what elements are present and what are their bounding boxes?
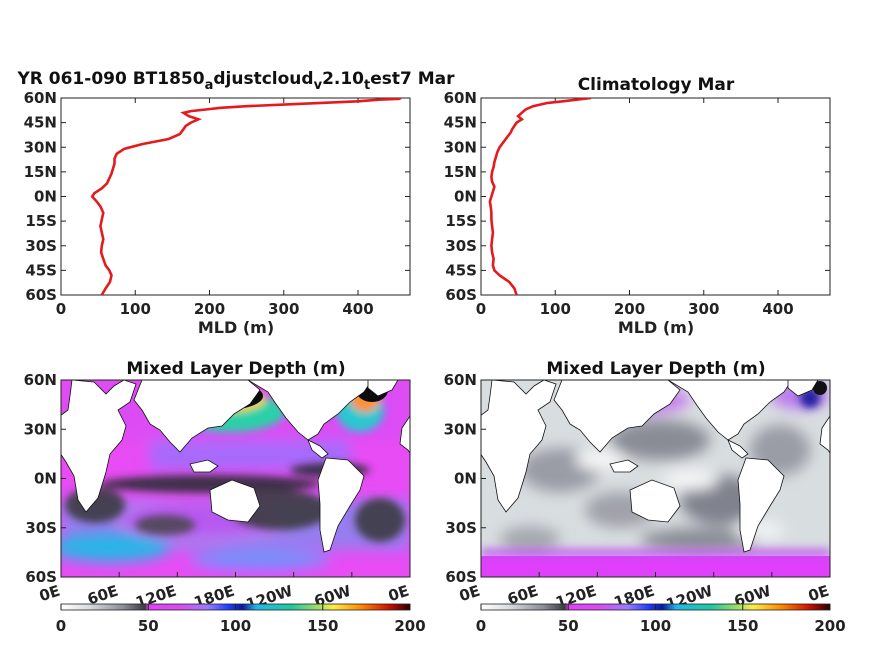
lon-tick-label: 0E <box>37 582 62 606</box>
x-tick-label: 100 <box>120 300 151 318</box>
x-tick-label: 0 <box>56 300 66 318</box>
colorbar-tick-label: 150 <box>727 617 758 635</box>
y-tick-label: 30S <box>445 237 477 255</box>
colorbar-tick-label: 100 <box>220 617 251 635</box>
y-tick-label: 60S <box>25 286 57 304</box>
y-tick-label: 15S <box>445 212 477 230</box>
y-tick-label: 30N <box>24 138 57 156</box>
x-tick-label: 400 <box>762 300 793 318</box>
y-tick-label: 0N <box>34 188 57 206</box>
y-tick-label: 45S <box>25 261 57 279</box>
title-part: djustcloud <box>213 69 313 89</box>
colorbar-ticks: 0 50 100 150 200 <box>56 604 426 635</box>
lon-tick-label: 0E <box>386 582 411 606</box>
mld-profile-line <box>90 98 402 295</box>
profile-panel-right: Climatology Mar 60N45N30N15N0N15S30S45S6… <box>444 75 831 337</box>
y-tick-label: 60S <box>445 286 477 304</box>
lat-tick-label: 60S <box>445 568 477 586</box>
lat-tick-label: 0N <box>34 470 57 488</box>
lat-tick-label: 30S <box>445 519 477 537</box>
mld-field-model <box>61 380 410 577</box>
y-tick-label: 60N <box>444 89 477 107</box>
title-part: est7 Mar <box>370 69 455 89</box>
lat-tick-label: 60N <box>24 371 57 389</box>
y-tick-label: 45N <box>24 114 57 132</box>
x-tick-label: 300 <box>688 300 719 318</box>
colorbar-ticks: 0 50 100 150 200 <box>476 604 846 635</box>
map-panel-right: Mixed Layer Depth (m) <box>444 359 846 635</box>
lat-tick-label: 30S <box>25 519 57 537</box>
lat-tick-label: 60N <box>444 371 477 389</box>
colorbar-tick-label: 200 <box>394 617 425 635</box>
x-axis-label: MLD (m) <box>198 318 274 337</box>
x-tick-label: 200 <box>614 300 645 318</box>
lon-tick-label: 0E <box>457 582 482 606</box>
lat-tick-label: 30N <box>24 420 57 438</box>
x-tick-label: 400 <box>342 300 373 318</box>
y-tick-label: 15S <box>25 212 57 230</box>
y-tick-label: 0N <box>454 188 477 206</box>
map-title-right: Mixed Layer Depth (m) <box>546 359 765 379</box>
title-part: v <box>314 78 323 93</box>
profile-panel-left: YR 061-090 BT1850adjustcloudv2.10test7 M… <box>16 69 455 337</box>
x-tick-label: 300 <box>268 300 299 318</box>
mld-field-climatology <box>481 380 830 577</box>
title-part: 2.10 <box>322 69 364 89</box>
map-panel-left: Mixed Layer Depth (m) <box>24 359 426 635</box>
y-tick-label: 45S <box>445 261 477 279</box>
plot-frame <box>480 97 831 296</box>
title-part: YR 061-090 BT1850 <box>16 69 204 89</box>
colorbar-tick-label: 100 <box>640 617 671 635</box>
title-part: t <box>364 78 370 93</box>
y-tick-label: 30S <box>25 237 57 255</box>
lat-tick-label: 60S <box>25 568 57 586</box>
y-tick-label: 60N <box>24 89 57 107</box>
y-tick-label: 15N <box>444 163 477 181</box>
plot-frame <box>60 97 411 296</box>
title-part: a <box>205 78 214 93</box>
x-tick-label: 100 <box>540 300 571 318</box>
panel-title-left: YR 061-090 BT1850adjustcloudv2.10test7 M… <box>16 69 455 93</box>
colorbar-tick-label: 150 <box>307 617 338 635</box>
x-tick-label: 200 <box>194 300 225 318</box>
lat-tick-label: 30N <box>444 420 477 438</box>
x-tick-label: 0 <box>476 300 486 318</box>
colorbar-tick-label: 0 <box>476 617 486 635</box>
lon-tick-label: 0E <box>806 582 831 606</box>
x-axis-label: MLD (m) <box>618 318 694 337</box>
y-tick-label: 15N <box>24 163 57 181</box>
mld-profile-line <box>488 98 592 295</box>
lat-tick-label: 0N <box>454 470 477 488</box>
colorbar-tick-label: 50 <box>558 617 579 635</box>
panel-title-right: Climatology Mar <box>578 75 735 95</box>
colorbar-tick-label: 50 <box>138 617 159 635</box>
map-title-left: Mixed Layer Depth (m) <box>126 359 345 379</box>
y-tick-label: 30N <box>444 138 477 156</box>
colorbar-tick-label: 200 <box>814 617 845 635</box>
y-tick-label: 45N <box>444 114 477 132</box>
colorbar-tick-label: 0 <box>56 617 66 635</box>
